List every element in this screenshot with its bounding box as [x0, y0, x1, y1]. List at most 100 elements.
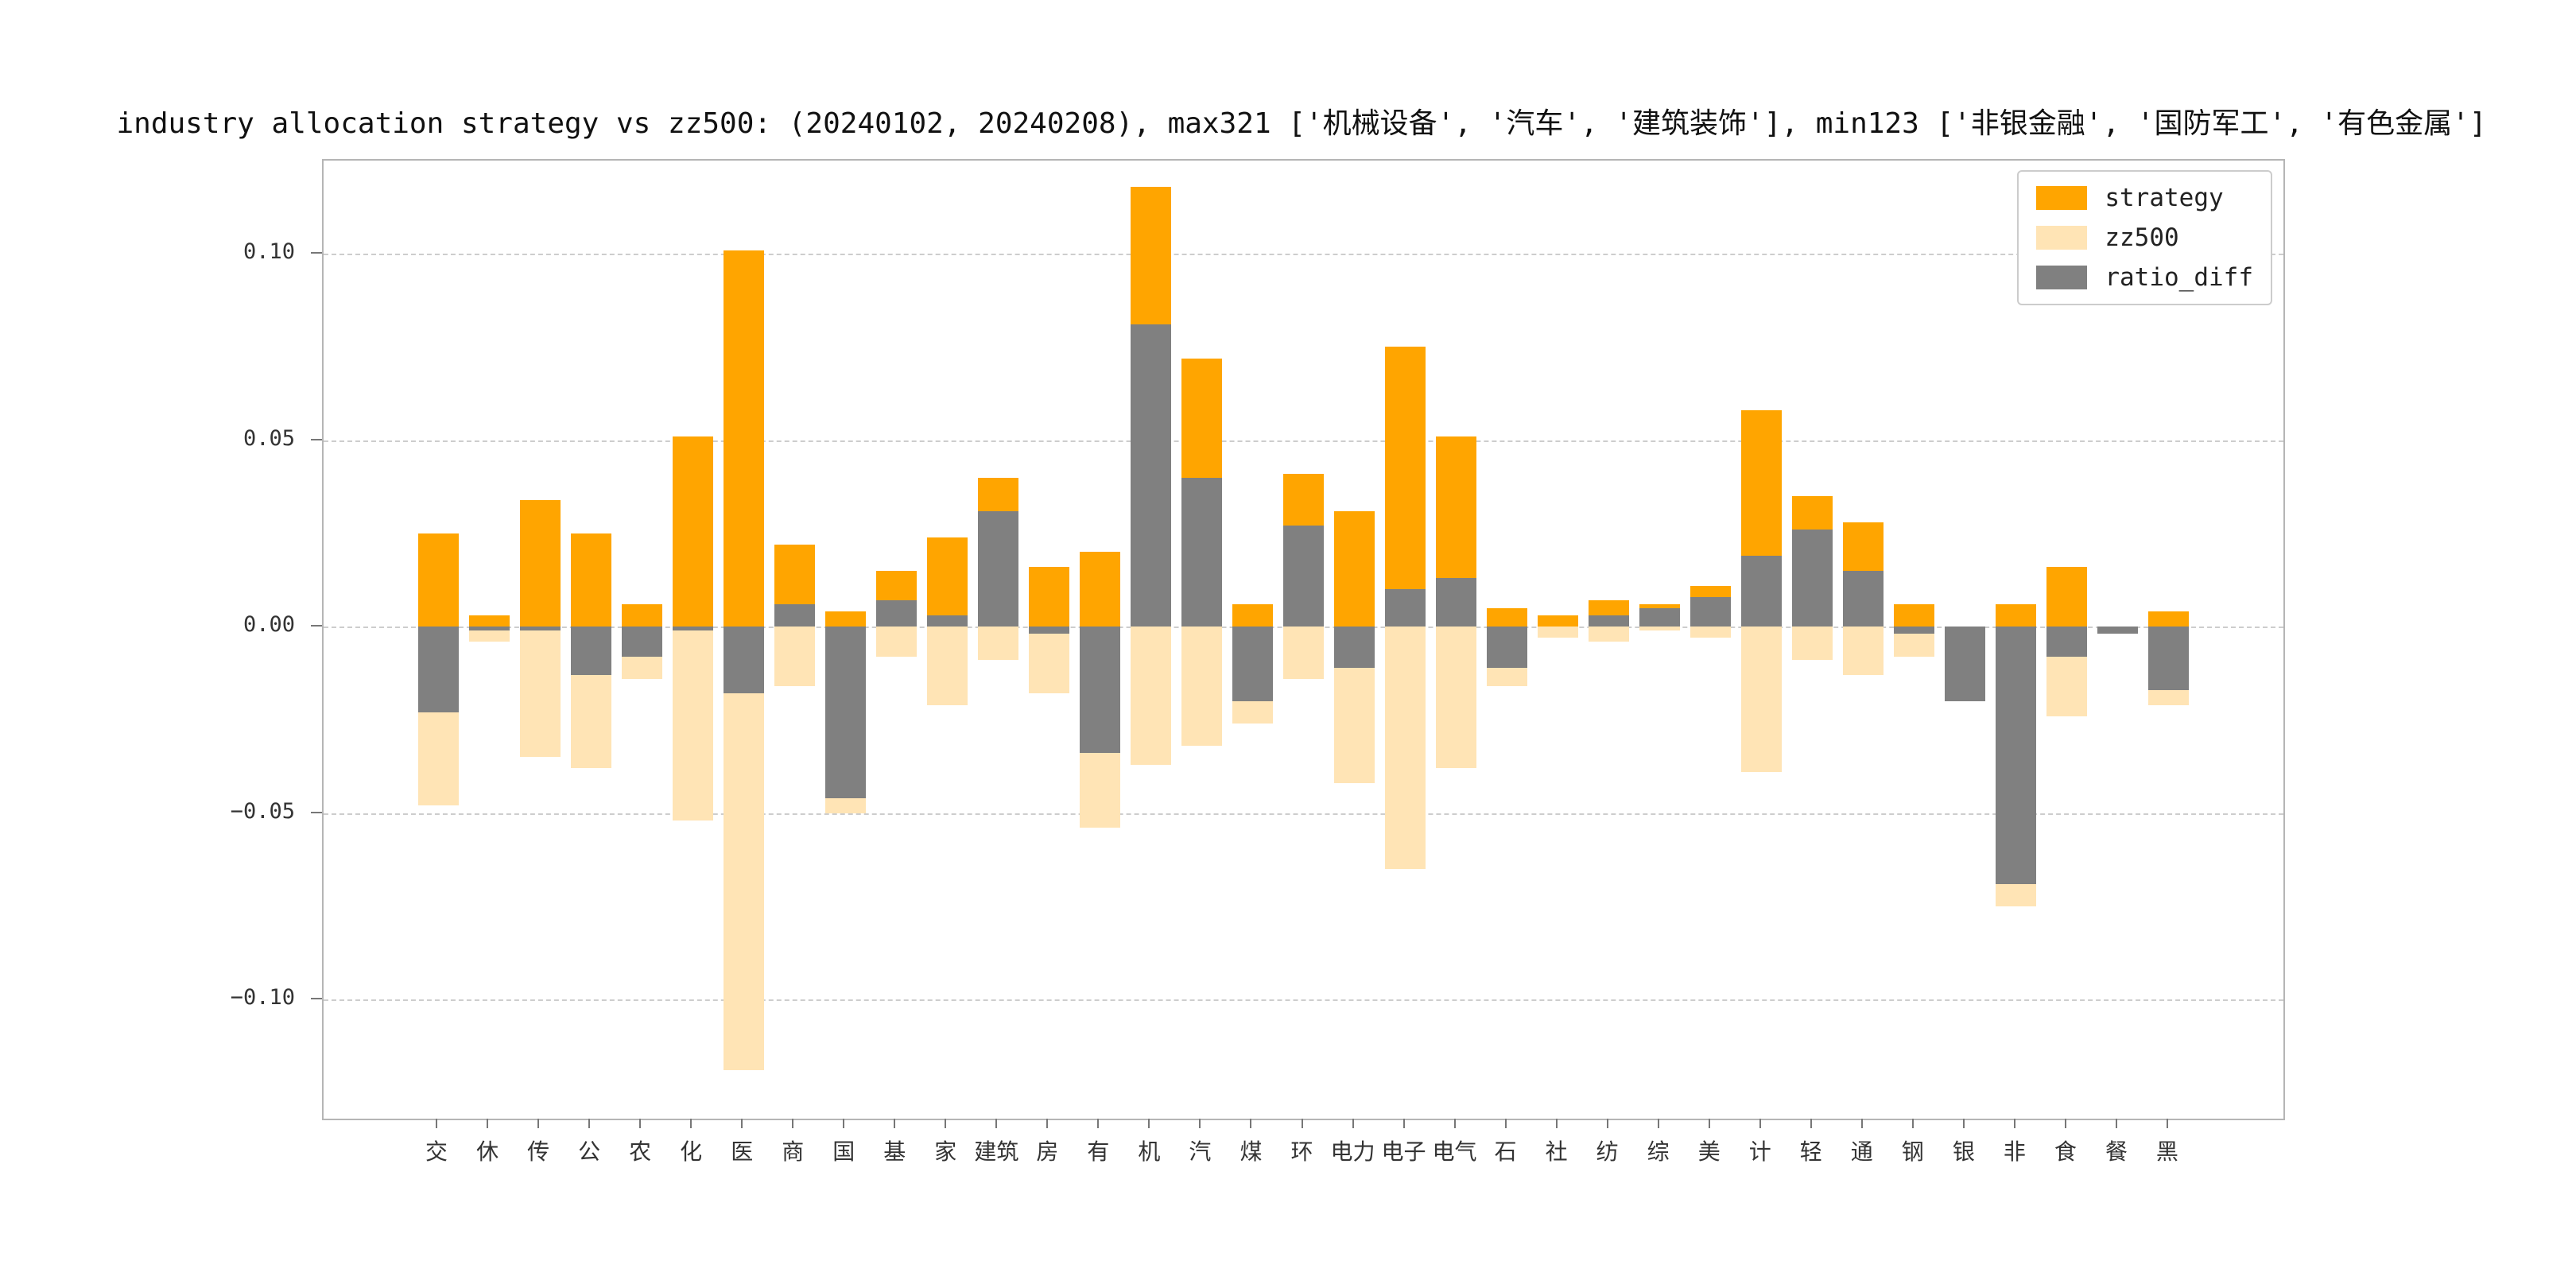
bar-strategy-4 — [621, 603, 662, 627]
bar-strategy-18 — [1334, 510, 1375, 627]
x-tick-mark — [894, 1119, 896, 1128]
x-tick-mark — [2166, 1119, 2168, 1128]
x-tick-label: 纺 — [1596, 1139, 1619, 1165]
x-tick-mark — [741, 1119, 743, 1128]
x-tick-label: 交 — [425, 1139, 448, 1165]
bar-ratio-diff-9 — [875, 600, 917, 627]
x-tick-mark — [1810, 1119, 1812, 1128]
plot-area: strategy zz500 ratio_diff — [322, 159, 2285, 1120]
bar-zz500-24 — [1639, 627, 1681, 630]
bar-strategy-31 — [1996, 603, 2037, 627]
bar-strategy-34 — [2148, 611, 2190, 627]
bar-ratio-diff-18 — [1334, 627, 1375, 668]
bar-strategy-13 — [1079, 552, 1120, 627]
bar-zz500-1 — [468, 627, 510, 642]
bar-ratio-diff-8 — [824, 627, 866, 798]
x-tick-mark — [1911, 1119, 1914, 1128]
bar-strategy-1 — [468, 615, 510, 627]
x-tick-mark — [945, 1119, 947, 1128]
bar-ratio-diff-16 — [1232, 627, 1273, 701]
legend-item-zz500: zz500 — [2036, 224, 2253, 251]
bar-strategy-5 — [672, 436, 713, 627]
bar-ratio-diff-0 — [417, 627, 459, 712]
x-tick-mark — [588, 1119, 591, 1128]
bar-strategy-6 — [723, 250, 764, 627]
x-tick-label: 计 — [1748, 1139, 1771, 1165]
x-tick-mark — [1504, 1119, 1507, 1128]
x-tick-label: 基 — [883, 1139, 906, 1165]
x-tick-label: 美 — [1697, 1139, 1721, 1165]
x-tick-mark — [436, 1119, 438, 1128]
x-tick-label: 传 — [527, 1139, 550, 1165]
x-tick-label: 社 — [1545, 1139, 1568, 1165]
x-tick-label: 钢 — [1901, 1139, 1924, 1165]
x-tick-label: 公 — [578, 1139, 601, 1165]
x-tick-mark — [995, 1119, 998, 1128]
bar-zz500-15 — [1181, 627, 1222, 747]
bar-ratio-diff-30 — [1945, 627, 1986, 701]
bar-zz500-10 — [926, 627, 968, 705]
x-tick-mark — [537, 1119, 540, 1128]
bar-ratio-diff-1 — [468, 627, 510, 630]
bar-ratio-diff-27 — [1792, 530, 1833, 627]
bar-ratio-diff-14 — [1130, 324, 1171, 627]
bar-strategy-32 — [2046, 567, 2088, 627]
bar-strategy-3 — [570, 533, 611, 627]
x-tick-label: 农 — [629, 1139, 652, 1165]
x-tick-label: 综 — [1647, 1139, 1670, 1165]
bar-ratio-diff-10 — [926, 615, 968, 627]
legend: strategy zz500 ratio_diff — [2017, 170, 2272, 305]
x-tick-label: 建筑 — [974, 1139, 1019, 1165]
bar-ratio-diff-31 — [1996, 627, 2037, 884]
bar-ratio-diff-29 — [1894, 627, 1935, 634]
bar-ratio-diff-6 — [723, 627, 764, 694]
x-tick-mark — [792, 1119, 794, 1128]
bar-ratio-diff-20 — [1436, 578, 1477, 627]
x-tick-mark — [2115, 1119, 2117, 1128]
legend-item-ratio-diff: ratio_diff — [2036, 264, 2253, 291]
legend-label: ratio_diff — [2105, 263, 2253, 292]
bar-zz500-5 — [672, 627, 713, 821]
x-tick-label: 家 — [934, 1139, 957, 1165]
x-tick-label: 餐 — [2105, 1139, 2128, 1165]
y-tick-label: −0.05 — [230, 798, 295, 824]
gridline — [324, 813, 2283, 815]
x-tick-mark — [1759, 1119, 1761, 1128]
x-tick-label: 环 — [1290, 1139, 1313, 1165]
bar-ratio-diff-33 — [2097, 627, 2139, 634]
x-tick-mark — [1199, 1119, 1201, 1128]
bar-zz500-23 — [1589, 627, 1630, 642]
x-tick-mark — [690, 1119, 692, 1128]
x-tick-label: 机 — [1138, 1139, 1161, 1165]
x-tick-label: 国 — [832, 1139, 855, 1165]
legend-swatch-strategy — [2036, 186, 2088, 210]
y-tick-label: 0.05 — [242, 425, 295, 451]
x-tick-label: 房 — [1036, 1139, 1059, 1165]
bar-ratio-diff-7 — [774, 603, 815, 627]
bar-zz500-6 — [723, 627, 764, 1071]
y-tick-mark — [311, 997, 322, 999]
x-tick-label: 电气 — [1432, 1139, 1477, 1165]
x-tick-mark — [1657, 1119, 1659, 1128]
x-tick-mark — [1962, 1119, 1965, 1128]
x-tick-label: 医 — [731, 1139, 754, 1165]
x-tick-label: 电子 — [1381, 1139, 1426, 1165]
gridline — [324, 999, 2283, 1001]
bar-ratio-diff-12 — [1028, 627, 1069, 634]
x-tick-label: 黑 — [2155, 1139, 2178, 1165]
legend-swatch-zz500 — [2036, 226, 2088, 250]
x-tick-label: 商 — [782, 1139, 805, 1165]
bar-zz500-11 — [977, 627, 1018, 661]
bar-ratio-diff-26 — [1741, 556, 1783, 627]
bar-zz500-25 — [1690, 627, 1732, 638]
bar-strategy-0 — [417, 533, 459, 627]
bar-ratio-diff-23 — [1589, 615, 1630, 627]
bar-zz500-2 — [519, 627, 561, 758]
x-tick-mark — [487, 1119, 489, 1128]
legend-label: zz500 — [2105, 223, 2179, 252]
x-tick-mark — [1046, 1119, 1049, 1128]
x-tick-mark — [2013, 1119, 2015, 1128]
bar-ratio-diff-25 — [1690, 596, 1732, 627]
bar-ratio-diff-5 — [672, 627, 713, 630]
